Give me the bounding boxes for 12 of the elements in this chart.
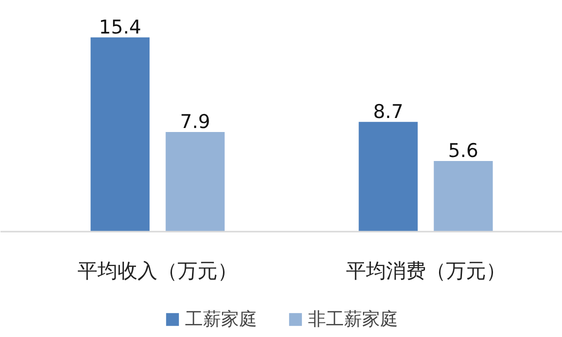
bar [166,132,225,232]
bar [434,161,493,232]
data-label: 7.9 [180,111,210,133]
data-label: 8.7 [373,100,404,123]
legend-label: 非工薪家庭 [308,308,398,331]
data-label: 5.6 [448,140,478,162]
x-tick-label: 平均消费（万元） [346,258,506,282]
bar [90,37,150,232]
legend-label: 工薪家庭 [185,308,257,331]
x-tick-label: 平均收入（万元） [78,258,238,282]
data-label: 15.4 [98,16,142,38]
bar [358,122,418,232]
